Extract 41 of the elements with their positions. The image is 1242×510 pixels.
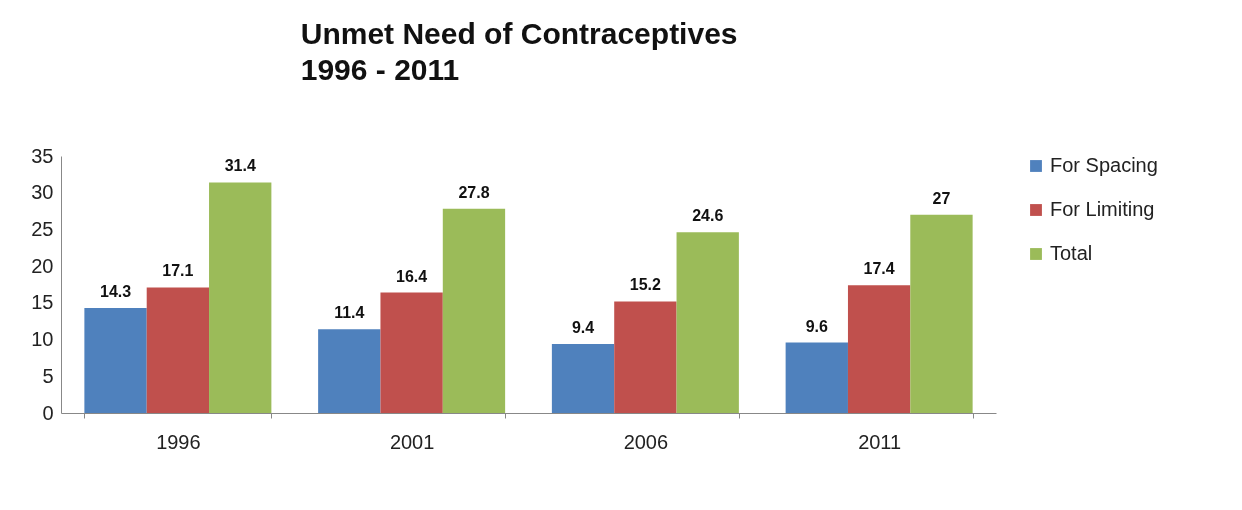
bar: [380, 292, 443, 413]
data-label: 17.1: [162, 262, 194, 280]
chart-subtitle: 1996 - 2011: [300, 53, 460, 86]
data-label: 24.6: [692, 207, 724, 225]
legend-label: For Limiting: [1050, 198, 1155, 220]
bar: [676, 232, 739, 413]
y-tick-label: 35: [31, 144, 54, 167]
legend-label: Total: [1050, 242, 1093, 264]
bar: [209, 182, 272, 413]
chart-title: Unmet Need of Contraceptives: [300, 17, 738, 50]
data-label: 11.4: [334, 304, 365, 322]
y-tick-label: 0: [42, 401, 54, 424]
data-label: 31.4: [224, 157, 256, 175]
data-label: 15.2: [629, 276, 662, 294]
bar: [785, 342, 848, 413]
y-tick-label: 5: [42, 364, 54, 387]
bar: [318, 329, 381, 413]
y-tick-label: 25: [31, 217, 54, 240]
x-tick-label: 2001: [389, 430, 435, 453]
bar: [442, 208, 506, 413]
bar: [847, 285, 911, 413]
bar: [551, 343, 615, 413]
x-tick-label: 2011: [858, 430, 902, 453]
data-label: 14.3: [99, 283, 132, 300]
legend-label: For Spacing: [1050, 154, 1158, 176]
x-tick-label: 1996: [156, 430, 201, 453]
x-tick-label: 2006: [623, 430, 669, 453]
data-label: 27.8: [458, 183, 490, 201]
data-label: 9.4: [571, 318, 595, 336]
data-label: 9.6: [805, 317, 829, 335]
data-label: 17.4: [863, 260, 895, 278]
y-tick-label: 20: [31, 254, 54, 277]
data-label: 16.4: [396, 267, 428, 285]
bar: [84, 308, 147, 413]
bar: [910, 214, 973, 413]
y-tick-label: 15: [31, 291, 54, 314]
y-tick-label: 30: [31, 181, 54, 204]
bar: [614, 301, 677, 413]
data-label: 27: [932, 189, 951, 207]
y-tick-label: 10: [31, 328, 54, 351]
bar: [146, 287, 210, 413]
